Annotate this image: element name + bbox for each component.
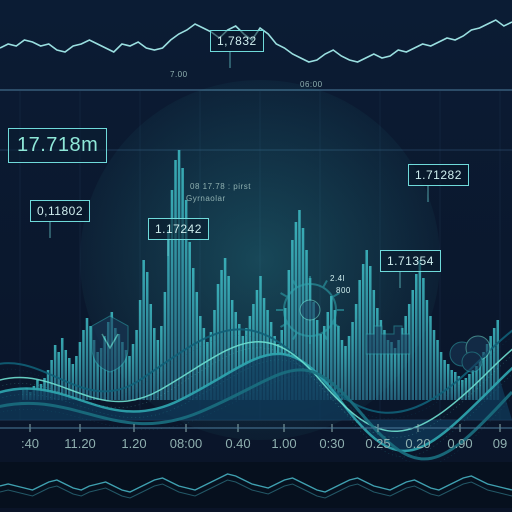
axis-tick-label: 0.90 [447,436,472,451]
tiny-pirst: 08 17.78 : pirst [190,182,251,191]
tiny-24: 2.4l [330,274,345,283]
axis-tick-label: 09 [493,436,507,451]
axis-tick-label: 1.00 [271,436,296,451]
axis-tick-label: 08:00 [170,436,203,451]
tiny-800: 800 [336,286,351,295]
axis-tick-label: 0.40 [225,436,250,451]
tiny-700: 7.00 [170,70,188,79]
axis-tick-label: 1.20 [121,436,146,451]
tiny-gyr: Gyrnaolar [186,194,226,203]
axis-tick-label: 0:30 [319,436,344,451]
axis-tick-label: 11.20 [64,436,96,451]
tiny-0600: 06:00 [300,80,323,89]
axis-tick-label: :40 [21,436,39,451]
axis-tick-label: 0.20 [405,436,430,451]
axis-tick-label: 0.25 [365,436,390,451]
financial-chart: 17.718m1,78320,118021.172421.712821.7135… [0,0,512,512]
